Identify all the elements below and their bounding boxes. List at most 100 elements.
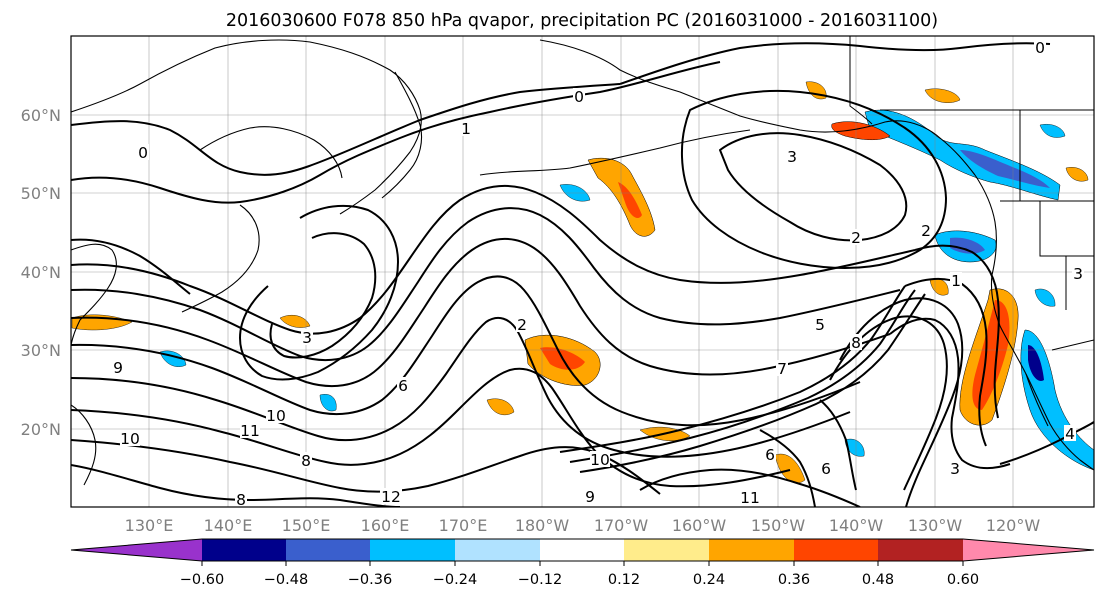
map-panel: 0 0 1 0 3 2 2 3 3 9 10 11 10 8 8 12 9 10… xyxy=(70,35,1095,509)
contour-label: 6 xyxy=(821,460,831,478)
lon-label: 140°E xyxy=(204,516,253,535)
contour-label: 4 xyxy=(1065,425,1075,443)
colorbar-tick-label: 0.12 xyxy=(608,572,640,588)
contour-sub-ridge-2 xyxy=(829,315,948,491)
colorbar-segment xyxy=(370,539,455,561)
coast-philippines xyxy=(71,404,97,486)
colorbar-tick-label: −0.60 xyxy=(180,572,224,588)
lon-label: 160°E xyxy=(361,516,410,535)
colorbar-tick-label: 0.36 xyxy=(778,572,810,588)
contour-label: 0 xyxy=(574,88,584,106)
colorbar-tick-label: −0.48 xyxy=(264,572,308,588)
contour-jet-2 xyxy=(71,207,901,362)
contour-central-ridge-inner xyxy=(269,232,377,359)
contour-tight-band-3 xyxy=(579,293,926,473)
shade-speckle-j xyxy=(1039,124,1066,138)
colorbar-tick-label: 0.60 xyxy=(947,572,979,588)
coast-japan xyxy=(181,204,260,313)
contour-2-gulf xyxy=(681,89,947,269)
contour-jet-4 xyxy=(71,275,861,427)
contour-label: 12 xyxy=(381,488,401,506)
contour-label: 1 xyxy=(951,272,961,290)
shade-baja-core xyxy=(1028,345,1044,381)
colorbar-tick-label: −0.24 xyxy=(433,572,477,588)
contour-label: 2 xyxy=(517,316,527,334)
contour-label: 10 xyxy=(266,407,286,425)
coast-asia xyxy=(71,39,422,215)
border-us-mexico xyxy=(1051,339,1094,351)
colorbar-tick-label: 0.48 xyxy=(862,572,894,588)
lon-label: 160°W xyxy=(672,516,727,535)
lon-label: 130°W xyxy=(908,516,963,535)
shade-speckle-g xyxy=(279,315,311,328)
coast-korea-china xyxy=(71,243,117,346)
shade-speckle-a xyxy=(486,398,515,415)
contour-label: 10 xyxy=(120,430,140,448)
lat-label: 50°N xyxy=(21,184,61,203)
contour-label: 5 xyxy=(815,316,825,334)
colorbar-segment xyxy=(624,539,709,561)
colorbar-segment xyxy=(540,539,624,561)
borders xyxy=(849,36,1094,351)
shade-speckle-k xyxy=(1065,167,1089,182)
contour-label: 3 xyxy=(787,148,797,166)
shade-gulf-alaska-core xyxy=(960,150,1050,188)
contour-southeast-1 xyxy=(759,429,816,507)
border-alaska-canada xyxy=(849,36,873,125)
contour-label: 0 xyxy=(138,144,148,162)
contour-coast-1 xyxy=(914,244,1000,419)
colorbar-segment xyxy=(202,539,286,561)
contour-asia-coast-1 xyxy=(71,238,191,295)
contour-label: 2 xyxy=(851,229,861,247)
colorbar-ticks xyxy=(201,561,964,566)
contour-labels: 0 0 1 0 3 2 2 3 3 9 10 11 10 8 8 12 9 10… xyxy=(112,39,1084,509)
coast-aleutians xyxy=(479,129,751,176)
contour-label: 8 xyxy=(851,334,861,352)
colorbar-segment xyxy=(286,539,370,561)
lon-label: 180°W xyxy=(515,516,570,535)
contour-sub-ridge xyxy=(839,297,964,507)
longitude-labels: 130°E 140°E 150°E 160°E 170°E 180°W 170°… xyxy=(125,516,1041,535)
colorbar-segment xyxy=(794,539,878,561)
coast-kamchatka xyxy=(381,71,423,199)
contour-label: 0 xyxy=(1035,39,1045,57)
border-us-states-a xyxy=(1039,201,1094,257)
contour-label: 6 xyxy=(765,446,775,464)
contour-label: 3 xyxy=(1073,265,1083,283)
colorbar-segment xyxy=(71,539,202,561)
contour-label: 11 xyxy=(240,422,260,440)
contour-label: 2 xyxy=(921,222,931,240)
contour-southeast-2 xyxy=(819,399,857,491)
coast-alaska xyxy=(539,39,976,176)
colorbar-labels: −0.60 −0.48 −0.36 −0.24 −0.12 0.12 0.24 … xyxy=(180,572,979,588)
contour-tight-band-2 xyxy=(569,289,916,463)
contour-jet-1 xyxy=(71,184,916,335)
contour-coast-3 xyxy=(889,317,1011,470)
lon-label: 170°W xyxy=(594,516,649,535)
figure-title: 2016030600 F078 850 hPa qvapor, precipit… xyxy=(226,11,938,31)
shade-speckle-i xyxy=(1034,288,1056,307)
coast-bc xyxy=(974,174,997,276)
contour-label: 11 xyxy=(740,489,760,507)
lon-label: 150°E xyxy=(282,516,331,535)
latitude-labels: 60°N 50°N 40°N 30°N 20°N xyxy=(21,106,61,439)
coast-baja xyxy=(1025,373,1049,427)
coastlines xyxy=(71,39,1094,486)
contour-0-north xyxy=(71,83,621,176)
contour-central-ridge xyxy=(239,204,399,381)
contour-label: 1 xyxy=(461,120,471,138)
shade-alaska-orange xyxy=(831,121,891,140)
shade-speckle-e xyxy=(924,88,961,103)
colorbar-tick-label: −0.12 xyxy=(518,572,562,588)
contour-3-gulf xyxy=(719,132,908,242)
shade-speckle-n xyxy=(319,394,337,412)
contour-jet-5 xyxy=(71,316,851,458)
lat-label: 60°N xyxy=(21,106,61,125)
lon-label: 140°W xyxy=(829,516,884,535)
contour-jet-3 xyxy=(71,237,891,388)
contour-label: 6 xyxy=(398,377,408,395)
lon-label: 170°E xyxy=(439,516,488,535)
contour-hawaii xyxy=(639,468,861,507)
shade-pnw-core xyxy=(950,237,985,254)
colorbar-tick-label: −0.36 xyxy=(348,572,392,588)
